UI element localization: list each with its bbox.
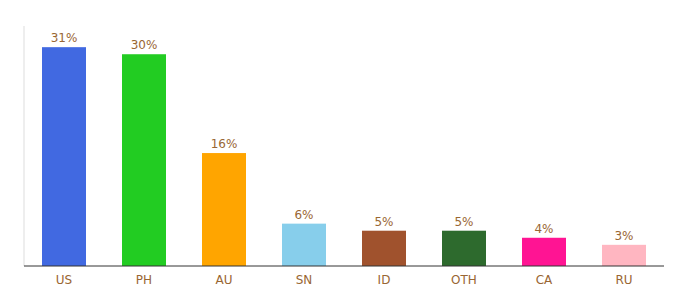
x-tick-label: ID	[378, 273, 391, 287]
x-tick-label: RU	[615, 273, 632, 287]
x-tick-label: PH	[136, 273, 152, 287]
data-label: 5%	[454, 215, 473, 229]
x-tick-labels: US PH AU SN ID OTH CA RU	[56, 273, 633, 287]
data-label: 3%	[614, 229, 633, 243]
x-tick-label: OTH	[451, 273, 477, 287]
x-tick-label: SN	[296, 273, 313, 287]
data-label: 30%	[131, 38, 158, 52]
bar	[122, 54, 166, 266]
bar	[282, 224, 326, 266]
y-range-line	[24, 26, 25, 266]
x-tick-label: US	[56, 273, 72, 287]
bar	[522, 238, 566, 266]
page: {"chart_data": {"type": "bar", "categori…	[0, 0, 680, 300]
x-tick-label: AU	[216, 273, 233, 287]
bar	[202, 153, 246, 266]
bars	[42, 47, 646, 266]
x-tick-label: CA	[536, 273, 553, 287]
bar	[602, 245, 646, 266]
data-label: 6%	[294, 208, 313, 222]
bar	[362, 231, 406, 266]
chart-container: 31% 30% 16% 6% 5% 5% 4% 3% US PH AU SN ID OTH CA RU	[0, 0, 680, 300]
data-label: 5%	[374, 215, 393, 229]
data-label: 4%	[534, 222, 553, 236]
data-labels: 31% 30% 16% 6% 5% 5% 4% 3%	[51, 31, 634, 243]
bar	[42, 47, 86, 266]
data-label: 31%	[51, 31, 78, 45]
bar	[442, 231, 486, 266]
chart: 31% 30% 16% 6% 5% 5% 4% 3% US PH AU SN ID OTH CA RU	[0, 0, 680, 300]
x-axis-line	[24, 266, 664, 267]
data-label: 16%	[211, 137, 238, 151]
